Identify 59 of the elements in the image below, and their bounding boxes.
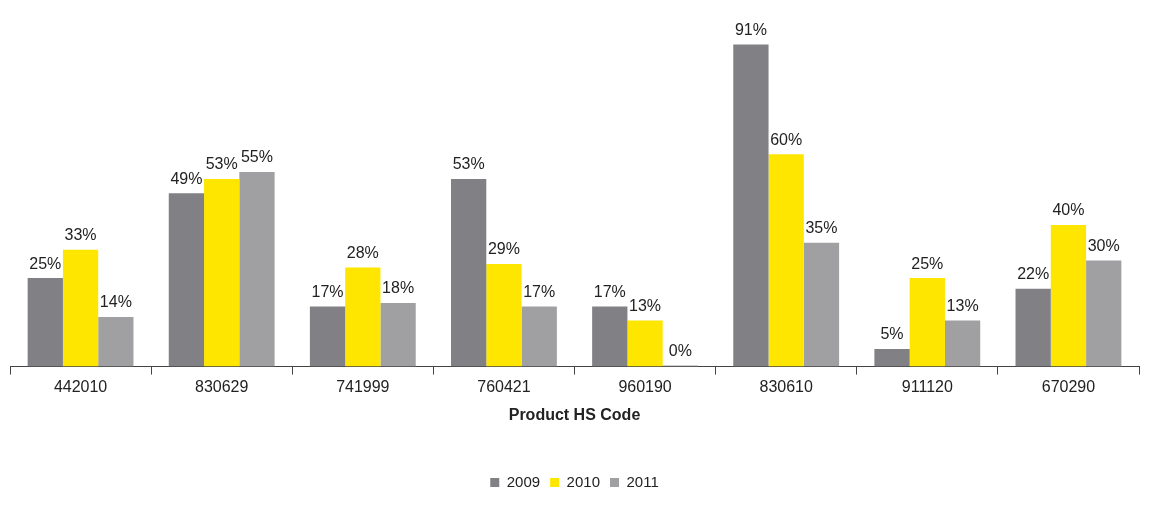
bar: [239, 171, 275, 367]
x-tick-label: 911120: [901, 377, 953, 395]
legend-label: 2009: [506, 472, 541, 490]
data-label: 40%: [1052, 201, 1085, 219]
bar: [733, 44, 769, 367]
bar: [98, 317, 134, 367]
x-tick-label: 830629: [194, 377, 249, 395]
x-axis-title: Product HS Code: [508, 405, 641, 423]
bar: [944, 320, 981, 367]
data-label: 17%: [523, 282, 556, 300]
x-tick-label: 830610: [759, 377, 813, 395]
data-label: 28%: [346, 243, 379, 261]
bar: [380, 302, 416, 367]
x-tick-label: 760421: [477, 377, 531, 395]
data-label: 49%: [170, 169, 203, 187]
bar: [1050, 224, 1087, 367]
legend-label: 2010: [566, 472, 600, 490]
bar: [486, 263, 522, 367]
bar: [768, 154, 804, 367]
x-tick-label: 442010: [53, 377, 108, 395]
data-label: 33%: [64, 226, 97, 244]
data-label: 22%: [1017, 265, 1050, 283]
legend-label: 2011: [626, 472, 659, 490]
data-label: 25%: [911, 254, 944, 272]
bar: [62, 249, 99, 367]
x-tick-label: 741999: [336, 377, 390, 395]
data-label: 17%: [593, 282, 626, 300]
bar: [345, 267, 381, 367]
data-label: 14%: [99, 293, 132, 311]
bar: [874, 348, 910, 367]
data-label: 91%: [734, 20, 767, 38]
bar: [204, 178, 240, 367]
data-label: 53%: [205, 155, 238, 173]
x-tick-label: 960190: [618, 377, 672, 395]
bar: [803, 242, 840, 367]
bar: [451, 178, 487, 367]
bar: [27, 278, 63, 367]
data-label: 18%: [382, 279, 415, 297]
data-label: 55%: [240, 148, 273, 166]
data-label: 29%: [487, 240, 520, 258]
data-label: 30%: [1087, 236, 1120, 254]
bar: [627, 320, 663, 367]
bar: [1015, 288, 1051, 367]
bar: [592, 306, 628, 367]
data-label: 13%: [629, 296, 662, 314]
bar: [1086, 260, 1122, 367]
bar: [521, 306, 557, 367]
data-label: 35%: [805, 219, 838, 237]
data-label: 5%: [880, 325, 904, 343]
data-label: 17%: [311, 282, 344, 300]
bar: [309, 306, 346, 367]
data-label: 53%: [452, 155, 485, 173]
data-label: 25%: [29, 254, 62, 272]
data-label: 13%: [946, 296, 979, 314]
data-label: 60%: [770, 130, 803, 148]
bar: [909, 278, 945, 367]
data-label: 0%: [668, 342, 692, 360]
x-tick-label: 670290: [1041, 377, 1096, 395]
bar: [168, 193, 205, 367]
